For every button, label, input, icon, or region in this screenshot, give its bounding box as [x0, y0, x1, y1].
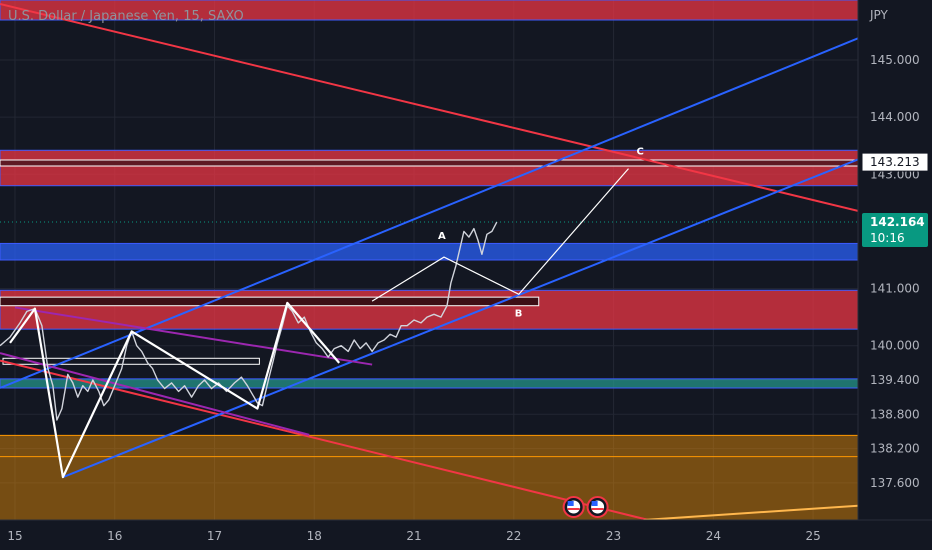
last-price-label: 142.164: [870, 215, 925, 229]
orange-zone-138: [0, 435, 858, 520]
supply-zone-143: [0, 149, 858, 187]
supply-zone-top: [0, 0, 858, 21]
blue-channel-lower: [62, 158, 858, 479]
x-tick-24: 24: [706, 529, 721, 543]
price-series-line: [0, 221, 498, 421]
orange-lower-line: [643, 504, 858, 520]
y-tick-140.000: 140.000: [870, 339, 920, 353]
x-tick-21: 21: [406, 529, 421, 543]
y-tick-137.600: 137.600: [870, 476, 920, 490]
zigzag-pattern: [9, 301, 341, 479]
us-flag-2: [586, 496, 609, 518]
red-downtrend-line: [0, 3, 858, 212]
projection-label-C: C: [637, 147, 644, 158]
price-axis: [858, 0, 932, 550]
plot-area: A B C: [0, 0, 858, 520]
white-box-143: [0, 159, 858, 167]
marked-level-tag: [861, 152, 929, 172]
y-tick-139.400: 139.400: [870, 373, 920, 387]
symbol-name: U.S. Dollar / Japanese Yen: [8, 9, 175, 24]
exchange-label: SAXO: [208, 9, 244, 24]
y-tick-138.200: 138.200: [870, 442, 920, 456]
supply-zone-140: [0, 289, 858, 330]
red-lower-trendline: [0, 359, 649, 520]
projection-label-A: A: [438, 231, 446, 242]
chart-title: U.S. Dollar / Japanese Yen, 15, SAXO: [8, 9, 244, 24]
us-flag-2-stripe: [591, 508, 604, 510]
us-flag-1-canton: [567, 501, 574, 506]
white-box-141: [0, 296, 540, 307]
x-tick-17: 17: [207, 529, 222, 543]
y-tick-145.000: 145.000: [870, 53, 920, 67]
projection-path: [371, 168, 629, 302]
x-tick-23: 23: [606, 529, 621, 543]
x-tick-18: 18: [307, 529, 322, 543]
interval-label: 15: [183, 9, 200, 24]
last-price-tag: [862, 213, 928, 248]
time-axis: [0, 520, 932, 550]
y-tick-141.000: 141.000: [870, 282, 920, 296]
x-tick-16: 16: [107, 529, 122, 543]
y-tick-144.000: 144.000: [870, 110, 920, 124]
x-tick-22: 22: [506, 529, 521, 543]
us-flag-2-canton: [591, 501, 598, 506]
y-tick-138.800: 138.800: [870, 407, 920, 421]
demand-zone-141: [0, 242, 858, 261]
us-flag-1-stripe: [567, 508, 580, 510]
purple-trendline-upper: [14, 306, 373, 366]
blue-channel-upper: [0, 37, 858, 389]
x-tick-25: 25: [805, 529, 820, 543]
marked-level-label: 143.213: [870, 155, 920, 169]
currency-label: JPY: [870, 8, 888, 22]
purple-trendline-lower: [0, 352, 310, 436]
projection-label-B: B: [515, 308, 523, 319]
x-tick-15: 15: [7, 529, 22, 543]
bar-countdown-label: 10:16: [870, 231, 905, 245]
demand-zone-139: [0, 378, 858, 389]
us-flag-1: [562, 496, 585, 518]
